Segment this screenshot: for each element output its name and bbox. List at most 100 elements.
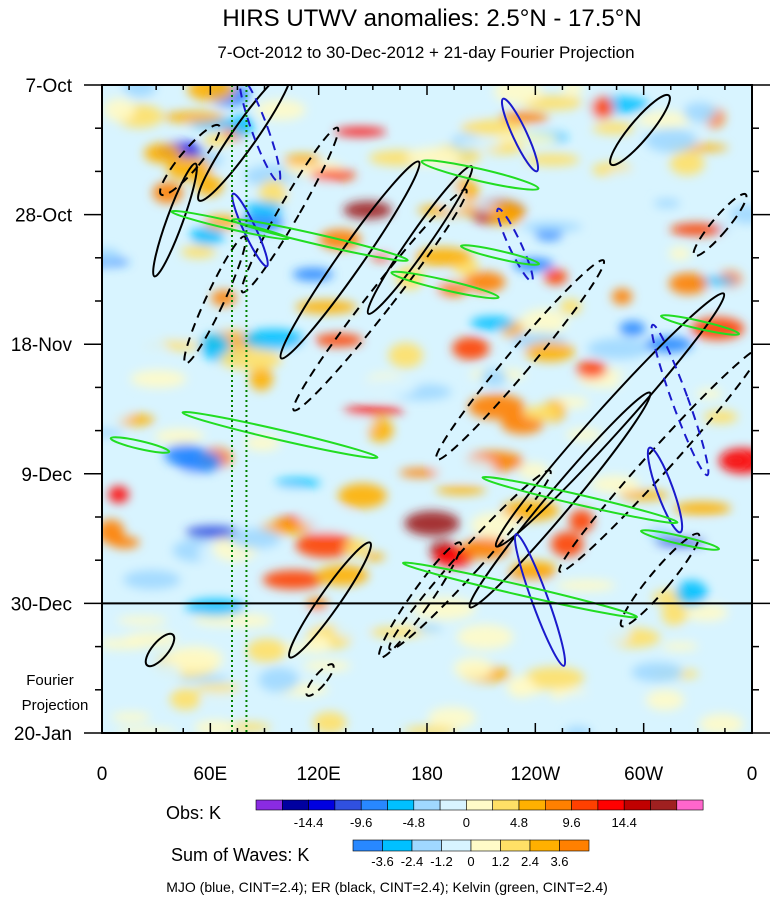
anomaly-blob bbox=[131, 340, 171, 365]
anomaly-blob bbox=[669, 151, 705, 176]
er-contour bbox=[288, 541, 372, 659]
obs-colorbar-swatch bbox=[518, 799, 546, 811]
obs-colorbar-swatch bbox=[255, 799, 283, 811]
anomaly-blob bbox=[343, 406, 405, 416]
anomaly-blob bbox=[295, 532, 357, 558]
x-tick-label: 60W bbox=[624, 764, 663, 785]
obs-colorbar-swatch bbox=[413, 799, 441, 811]
obs-colorbar-swatch bbox=[334, 799, 362, 811]
waves-colorbar-swatch bbox=[529, 839, 560, 852]
anomaly-blob bbox=[631, 662, 684, 682]
anomaly-blob bbox=[460, 119, 525, 136]
x-tick-label: 0 bbox=[97, 764, 108, 785]
anomaly-blob bbox=[249, 366, 273, 391]
er-contour bbox=[619, 532, 701, 628]
er-contour bbox=[609, 93, 671, 167]
kelvin-contour bbox=[460, 244, 540, 266]
kelvin-contour bbox=[109, 436, 171, 454]
anomaly-blob bbox=[699, 713, 744, 733]
anomaly-blob bbox=[603, 622, 631, 644]
x-tick-label: 0 bbox=[747, 764, 758, 785]
er-contour bbox=[240, 126, 340, 294]
waves-colorbar-label: 3.6 bbox=[550, 854, 568, 869]
anomaly-blob bbox=[199, 333, 230, 359]
anomaly-blob bbox=[550, 531, 584, 557]
obs-colorbar-swatch bbox=[492, 799, 520, 811]
wave-contours bbox=[109, 85, 752, 697]
er-contour bbox=[152, 162, 198, 278]
waves-colorbar-swatch bbox=[500, 839, 531, 852]
obs-colorbar-label: -4.8 bbox=[403, 815, 425, 830]
er-contour bbox=[183, 235, 247, 365]
anomaly-blob bbox=[190, 226, 225, 246]
anomaly-blob bbox=[187, 85, 235, 102]
kelvin-contour bbox=[170, 209, 290, 241]
mjo-contour bbox=[500, 97, 540, 173]
anomaly-blob bbox=[468, 394, 525, 420]
plot-area bbox=[102, 85, 752, 733]
anomaly-blob bbox=[433, 457, 495, 477]
anomaly-blob bbox=[426, 94, 485, 121]
anomaly-blob bbox=[675, 580, 708, 606]
waves-colorbar-title: Sum of Waves: K bbox=[171, 845, 309, 865]
anomaly-blob bbox=[569, 509, 594, 533]
anomaly-blob bbox=[607, 169, 645, 182]
y-tick-label: 20-Jan bbox=[14, 724, 72, 745]
kelvin-contour bbox=[181, 410, 379, 460]
obs-colorbar-title: Obs: K bbox=[166, 803, 221, 823]
x-tick-label: 120W bbox=[511, 764, 561, 785]
anomaly-blob bbox=[676, 628, 708, 638]
anomaly-blob bbox=[518, 462, 549, 480]
anomaly-blob bbox=[611, 288, 633, 305]
mjo-contour bbox=[496, 207, 534, 283]
anomaly-blob bbox=[145, 299, 188, 310]
waves-colorbar-swatch bbox=[382, 839, 413, 852]
anomaly-blob bbox=[564, 726, 592, 733]
anomaly-blob bbox=[102, 638, 150, 650]
waves-colorbar-label: 2.4 bbox=[521, 854, 539, 869]
obs-colorbar-label: 4.8 bbox=[510, 815, 528, 830]
anomaly-blob bbox=[683, 102, 717, 123]
anomaly-blob bbox=[344, 539, 370, 557]
anomaly-blob bbox=[406, 147, 462, 166]
obs-colorbar-swatch bbox=[439, 799, 467, 811]
kelvin-contour bbox=[640, 529, 720, 551]
anomaly-blob bbox=[544, 268, 568, 285]
reference-longitude-lines bbox=[231, 85, 248, 733]
anomaly-blob bbox=[167, 646, 224, 672]
anomaly-blob bbox=[619, 321, 646, 337]
anomaly-blob bbox=[559, 298, 582, 315]
anomaly-blob bbox=[181, 245, 216, 259]
anomaly-blob bbox=[668, 246, 691, 261]
er-contour bbox=[558, 347, 752, 573]
obs-colorbar-swatch bbox=[571, 799, 599, 811]
anomaly-blob bbox=[670, 223, 723, 236]
obs-colorbar-label: -9.6 bbox=[350, 815, 372, 830]
anomaly-blob bbox=[275, 478, 321, 488]
contours-legend: MJO (blue, CINT=2.4); ER (black, CINT=2.… bbox=[166, 879, 608, 895]
anomaly-blob bbox=[256, 99, 306, 121]
obs-colorbar-swatch bbox=[308, 799, 336, 811]
obs-colorbar-swatch bbox=[281, 799, 309, 811]
x-tick-label: 120E bbox=[296, 764, 340, 785]
anomaly-blob bbox=[211, 290, 237, 306]
waves-colorbar-swatch bbox=[559, 839, 590, 852]
anomaly-blob bbox=[244, 435, 281, 451]
obs-colorbar-swatch bbox=[597, 799, 625, 811]
anomaly-blob bbox=[404, 725, 457, 733]
anomaly-blob bbox=[175, 471, 200, 491]
er-contour bbox=[197, 85, 293, 202]
anomaly-blob bbox=[501, 500, 560, 522]
anomaly-blob bbox=[587, 338, 651, 359]
obs-colorbar-swatch bbox=[650, 799, 678, 811]
anomaly-blob bbox=[411, 597, 476, 620]
er-contour bbox=[378, 541, 462, 659]
anomaly-blob bbox=[310, 169, 356, 182]
projection-label-line2: Projection bbox=[22, 697, 89, 714]
anomaly-blob bbox=[259, 179, 288, 206]
kelvin-contour bbox=[660, 314, 740, 336]
anomaly-blob bbox=[312, 711, 347, 733]
anomaly-blob bbox=[194, 683, 242, 693]
anomaly-blob bbox=[117, 616, 168, 626]
